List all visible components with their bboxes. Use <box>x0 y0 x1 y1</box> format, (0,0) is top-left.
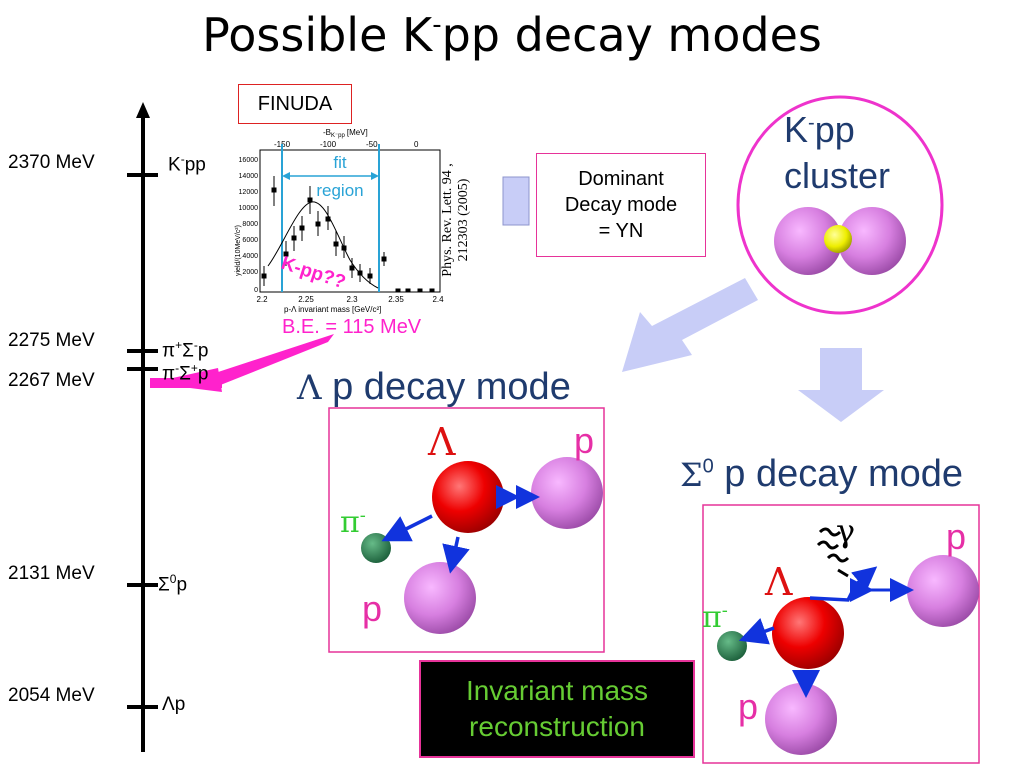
sigma-mode-heading: Σ0 p decay mode <box>680 453 964 495</box>
page-title: Possible K-pp decay modes <box>202 8 822 62</box>
dominant-line-1: Dominant <box>578 168 664 190</box>
cluster-proton-left <box>774 207 842 275</box>
level-2370-label: K-pp <box>168 152 206 176</box>
cluster-kaon <box>824 225 852 253</box>
level-2370-energy: 2370 MeV <box>8 152 95 173</box>
plot-top-axis-label: -BK⁻pp [MeV] <box>323 128 368 139</box>
proton-particle-3 <box>907 555 979 627</box>
plot-x-ticks: 2.2 2.25 2.3 2.35 2.4 <box>256 295 444 304</box>
dominant-line-3: = YN <box>598 220 644 242</box>
pion-particle-2 <box>717 631 747 661</box>
cluster-label: K-pp cluster <box>784 109 891 196</box>
lambda-mode-heading: Λ p decay mode <box>297 366 571 408</box>
y-tick-3: 10000 <box>239 205 259 212</box>
reference-citation: Phys. Rev. Lett. 94 , 212303 (2005) <box>440 163 471 277</box>
y-tick-5: 6000 <box>242 237 258 244</box>
finuda-plot: -BK⁻pp[MeV] -150 -100 -50 0 16000 14000 … <box>235 128 444 314</box>
proton-label-1: p <box>574 420 595 461</box>
invariant-line-2: reconstruction <box>469 711 645 742</box>
fit-label-1: fit <box>333 153 347 172</box>
pion-label-1: π- <box>340 505 366 540</box>
arrow-to-sigma-mode <box>798 348 884 422</box>
level-2054-label: Λp <box>162 694 186 715</box>
top-tick-1: -100 <box>320 140 337 149</box>
proton-arrow-1 <box>442 536 470 574</box>
y-tick-7: 2000 <box>242 269 258 276</box>
lambda-symbol-2: Λ <box>765 560 793 604</box>
axis-arrowhead <box>136 102 150 118</box>
plot-x-label: p-Λ invariant mass [GeV/c²] <box>284 305 381 314</box>
proton-particle-1 <box>531 457 603 529</box>
x-tick-1: 2.25 <box>298 295 314 304</box>
kpp-question-label: K-pp?? <box>278 253 348 294</box>
x-tick-2: 2.3 <box>346 295 358 304</box>
dominant-decay-box: Dominant Decay mode = YN <box>536 153 706 257</box>
lambda-particle-2 <box>772 597 844 669</box>
level-2131-energy: 2131 MeV <box>8 563 95 584</box>
level-2267-label: π-Σ+p <box>162 361 209 385</box>
y-tick-6: 4000 <box>242 253 258 260</box>
fit-label-2: region <box>316 181 363 200</box>
finuda-label: FINUDA <box>238 84 352 124</box>
gamma-label: γ <box>836 512 856 550</box>
fit-curve <box>267 201 379 289</box>
plot-y-label: yield/(10MeV/c²) <box>235 225 242 276</box>
dominant-line-2: Decay mode <box>564 194 678 216</box>
pion-arrow-2 <box>738 618 775 645</box>
y-tick-8: 0 <box>254 287 258 294</box>
invariant-line-1: Invariant mass <box>465 674 649 706</box>
y-tick-1: 14000 <box>239 173 259 180</box>
plot-frame <box>259 149 441 293</box>
gamma-arrow <box>851 566 878 591</box>
y-tick-4: 8000 <box>242 221 258 228</box>
top-tick-2: -50 <box>366 140 378 149</box>
proton-particle-2 <box>404 562 476 634</box>
level-2054-energy: 2054 MeV <box>8 685 95 706</box>
y-tick-2: 12000 <box>239 189 259 196</box>
arrow-to-lambda-mode <box>622 278 758 372</box>
invariant-mass-box: Invariant mass reconstruction <box>419 660 695 758</box>
sigma-vertex <box>809 583 858 602</box>
be-arrow-bar <box>150 378 222 388</box>
plot-y-ticks: 16000 14000 12000 10000 8000 6000 4000 2… <box>239 157 259 294</box>
reference-marker-box <box>502 176 530 226</box>
lambda-mode-box <box>328 407 605 653</box>
pion-label-2: π- <box>702 600 728 635</box>
top-tick-3: 0 <box>414 140 419 149</box>
gamma-wave <box>816 527 850 578</box>
pion-arrow-1 <box>381 514 433 542</box>
binding-energy-label: B.E. = 115 MeV <box>282 316 422 338</box>
level-2275-energy: 2275 MeV <box>8 330 95 351</box>
y-tick-0: 16000 <box>239 157 259 164</box>
proton-particle-4 <box>765 683 837 755</box>
lambda-symbol-1: Λ <box>428 420 456 464</box>
cluster-proton-right <box>838 207 906 275</box>
proton-label-4: p <box>738 686 759 727</box>
x-tick-0: 2.2 <box>256 295 268 304</box>
be-arrow-shaft <box>212 334 334 386</box>
level-2267-energy: 2267 MeV <box>8 370 95 391</box>
level-2275-label: π+Σ-p <box>162 338 209 362</box>
level-2131-label: Σ0p <box>158 572 188 596</box>
x-tick-3: 2.35 <box>388 295 404 304</box>
proton-label-2: p <box>362 588 383 629</box>
proton-label-3: p <box>946 516 967 557</box>
lambda-particle <box>432 461 504 533</box>
sigma-mode-box <box>702 504 980 764</box>
x-tick-4: 2.4 <box>432 295 444 304</box>
